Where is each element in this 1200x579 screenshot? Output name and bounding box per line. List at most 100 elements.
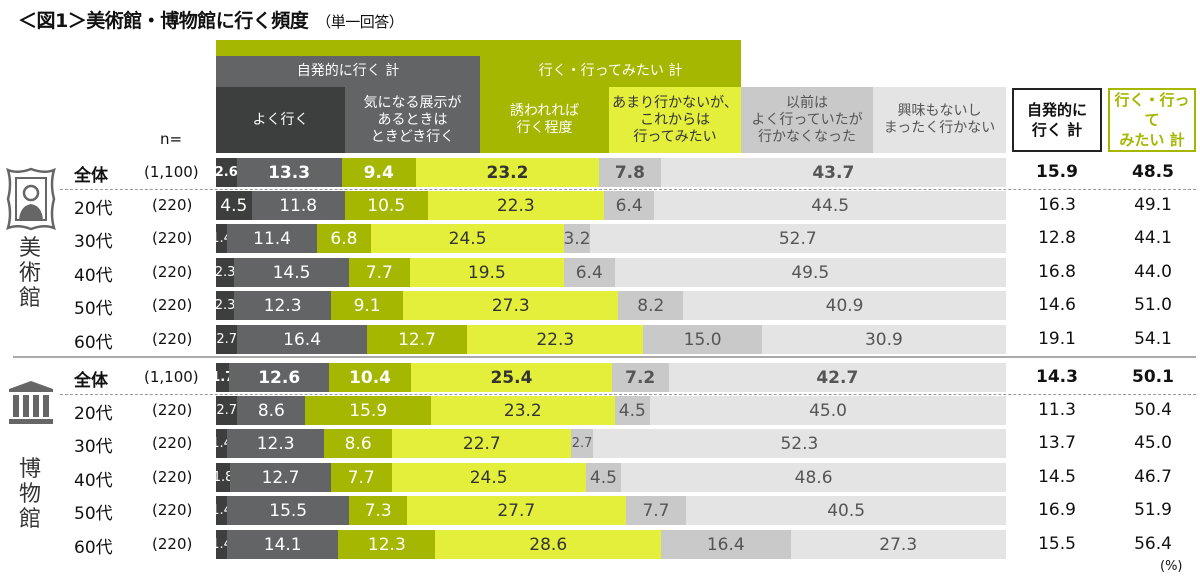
total-voluntary: 16.8: [1038, 262, 1076, 282]
bar-segment-2: 12.7: [230, 463, 331, 492]
header-cat-1: よく行く: [216, 87, 345, 153]
bar-segment-2: 14.1: [227, 530, 339, 559]
bar-segment-6: 44.5: [654, 191, 1006, 220]
bar-segment-6: 40.5: [686, 496, 1006, 525]
bar-segment-3: 10.4: [328, 363, 412, 392]
bar-segment-3: 15.9: [305, 396, 432, 425]
section-label-museum: 博 物 館: [18, 457, 41, 532]
bar-segment-1: 1.7: [211, 363, 234, 392]
bar-segment-4: 23.2: [431, 396, 615, 425]
bar-segment-1: 2.7: [216, 325, 238, 354]
stacked-bar: 1.4 15.5 7.3 27.7 7.7 40.5: [211, 496, 1006, 525]
row-label: 40代: [74, 266, 113, 286]
total-voluntary: 15.9: [1036, 162, 1078, 182]
bar-segment-2: 12.3: [227, 429, 325, 458]
total-want: 51.0: [1134, 295, 1172, 315]
row-label: 50代: [74, 504, 113, 524]
row-n: (1,100): [144, 163, 199, 181]
total-want: 44.0: [1134, 262, 1172, 282]
bar-segment-5: 7.2: [611, 363, 669, 392]
header-cat-5: 以前は よく行っていたが 行かなくなった: [741, 87, 873, 153]
row-n: (1,100): [144, 368, 199, 386]
n-label: n=: [160, 130, 183, 148]
bar-segment-6: 45.0: [650, 396, 1006, 425]
row-n: (220): [152, 501, 193, 519]
total-want: 48.5: [1132, 162, 1174, 182]
row-label: 20代: [74, 404, 113, 424]
row-n: (220): [152, 196, 193, 214]
header-cat-2: 気になる展示が あるときは ときどき行く: [345, 87, 480, 153]
row-n: (220): [152, 401, 193, 419]
bar-segment-5: 7.8: [599, 158, 661, 187]
bar-segment-1: 2.6: [215, 158, 238, 187]
bar-segment-3: 6.8: [317, 224, 371, 253]
bar-segment-1: 2.3: [215, 258, 235, 287]
row-label: 30代: [74, 232, 113, 252]
section-separator: [13, 356, 1196, 358]
bar-segment-5: 8.2: [618, 291, 684, 320]
header-total-want: 行く・行って みたい 計: [1108, 88, 1196, 152]
bar-segment-4: 22.3: [427, 191, 604, 220]
bar-segment-3: 7.3: [349, 496, 407, 525]
row-label: 全体: [74, 166, 108, 186]
bar-segment-5: 4.5: [614, 396, 651, 425]
stacked-bar: 2.3 12.3 9.1 27.3 8.2 40.9: [215, 291, 1006, 320]
header-cat-6: 興味もないし まったく行かない: [873, 87, 1006, 153]
bar-segment-3: 8.6: [324, 429, 393, 458]
bar-segment-1: 1.4: [211, 224, 232, 253]
header-group-voluntary: 自発的に行く 計: [216, 56, 480, 87]
row-label: 全体: [74, 371, 108, 391]
row-n: (220): [152, 229, 193, 247]
total-voluntary: 14.6: [1038, 295, 1076, 315]
bar-segment-5: 2.7: [571, 429, 593, 458]
bar-segment-1: 1.4: [211, 496, 232, 525]
row-n: (220): [152, 296, 193, 314]
bar-segment-4: 27.7: [406, 496, 626, 525]
portrait-frame-icon: [6, 167, 56, 231]
bar-segment-1: 1.8: [213, 463, 233, 492]
bar-segment-5: 6.4: [563, 258, 615, 287]
row-label: 60代: [74, 538, 113, 558]
section-label-art-museum: 美 術 館: [18, 236, 41, 311]
header-cat-3: 誘われれば 行く程度: [480, 87, 609, 153]
row-divider: [60, 189, 1196, 190]
total-want: 46.7: [1134, 467, 1172, 487]
bar-segment-6: 27.3: [790, 530, 1006, 559]
row-n: (220): [152, 330, 193, 348]
bar-segment-4: 27.3: [403, 291, 619, 320]
header-top-strip: [216, 40, 741, 56]
total-voluntary: 14.5: [1038, 467, 1076, 487]
total-want: 54.1: [1134, 329, 1172, 349]
row-label: 30代: [74, 437, 113, 457]
bar-segment-3: 7.7: [348, 258, 410, 287]
row-n: (220): [152, 434, 193, 452]
total-want: 44.1: [1134, 228, 1172, 248]
row-label: 20代: [74, 199, 113, 219]
bar-segment-3: 9.1: [331, 291, 404, 320]
percent-unit: (%): [1160, 559, 1183, 574]
bar-segment-2: 11.8: [251, 191, 345, 220]
bar-segment-4: 24.5: [391, 463, 586, 492]
bar-segment-3: 10.5: [344, 191, 428, 220]
museum-building-icon: [9, 381, 53, 424]
bar-segment-5: 3.2: [563, 224, 591, 253]
bar-segment-2: 12.3: [234, 291, 332, 320]
bar-segment-6: 49.5: [614, 258, 1006, 287]
stacked-bar: 2.3 14.5 7.7 19.5 6.4 49.5: [215, 258, 1006, 287]
bar-segment-6: 52.3: [592, 429, 1006, 458]
bar-segment-3: 12.3: [338, 530, 436, 559]
bar-segment-2: 14.5: [234, 258, 349, 287]
bar-segment-2: 13.3: [236, 158, 342, 187]
bar-segment-6: 43.7: [660, 158, 1006, 187]
subtitle-text: （単一回答）: [316, 13, 404, 31]
total-voluntary: 11.3: [1038, 400, 1076, 420]
total-voluntary: 15.5: [1038, 534, 1076, 554]
stacked-bar: 2.7 8.6 15.9 23.2 4.5 45.0: [216, 396, 1006, 425]
bar-segment-2: 16.4: [237, 325, 367, 354]
bar-segment-5: 7.7: [625, 496, 687, 525]
bar-segment-1: 2.7: [216, 396, 238, 425]
row-divider: [60, 394, 1196, 395]
bar-segment-5: 4.5: [585, 463, 622, 492]
stacked-bar: 1.7 12.6 10.4 25.4 7.2 42.7: [211, 363, 1006, 392]
bar-segment-4: 23.2: [415, 158, 600, 187]
